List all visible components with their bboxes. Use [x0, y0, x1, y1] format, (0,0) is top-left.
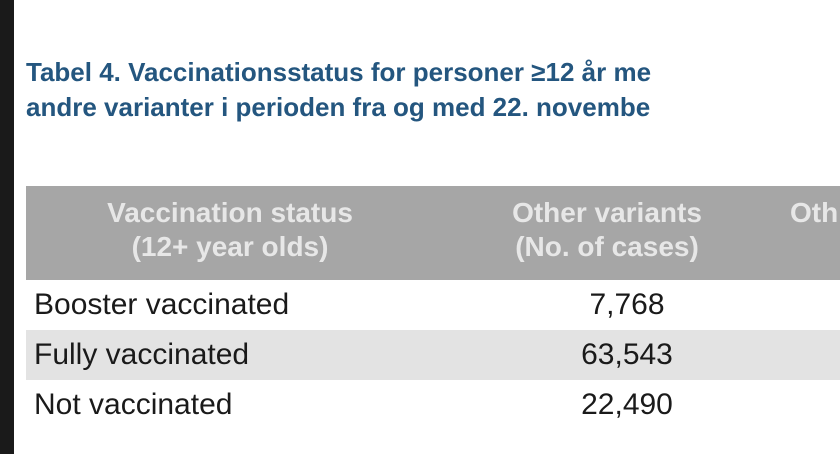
table-row: Fully vaccinated 63,543 — [26, 330, 840, 380]
header-other-truncated: Oth — [780, 186, 840, 280]
caption-line-1: Tabel 4. Vaccinationsstatus for personer… — [26, 57, 652, 87]
table-header-row: Vaccination status (12+ year olds) Other… — [26, 186, 840, 280]
row-cell-empty — [780, 330, 840, 380]
table-row: Booster vaccinated 7,768 — [26, 280, 840, 330]
table-row: Not vaccinated 22,490 — [26, 380, 840, 430]
header-other-variants: Other variants (No. of cases) — [434, 186, 780, 280]
row-value: 63,543 — [434, 330, 780, 380]
left-window-border — [0, 0, 14, 454]
table-caption: Tabel 4. Vaccinationsstatus for personer… — [26, 55, 840, 125]
header-line: Oth — [790, 197, 839, 228]
row-label: Booster vaccinated — [26, 280, 434, 330]
row-value: 7,768 — [434, 280, 780, 330]
row-label: Not vaccinated — [26, 380, 434, 430]
header-line: (No. of cases) — [515, 231, 699, 262]
vaccination-status-table: Vaccination status (12+ year olds) Other… — [26, 186, 840, 430]
row-cell-empty — [780, 380, 840, 430]
row-label: Fully vaccinated — [26, 330, 434, 380]
header-line: (12+ year olds) — [131, 231, 329, 262]
caption-line-2: andre varianter i perioden fra og med 22… — [26, 92, 651, 122]
row-cell-empty — [780, 280, 840, 330]
row-value: 22,490 — [434, 380, 780, 430]
header-line: Other variants — [512, 197, 702, 228]
header-line: Vaccination status — [107, 197, 353, 228]
header-vaccination-status: Vaccination status (12+ year olds) — [26, 186, 434, 280]
